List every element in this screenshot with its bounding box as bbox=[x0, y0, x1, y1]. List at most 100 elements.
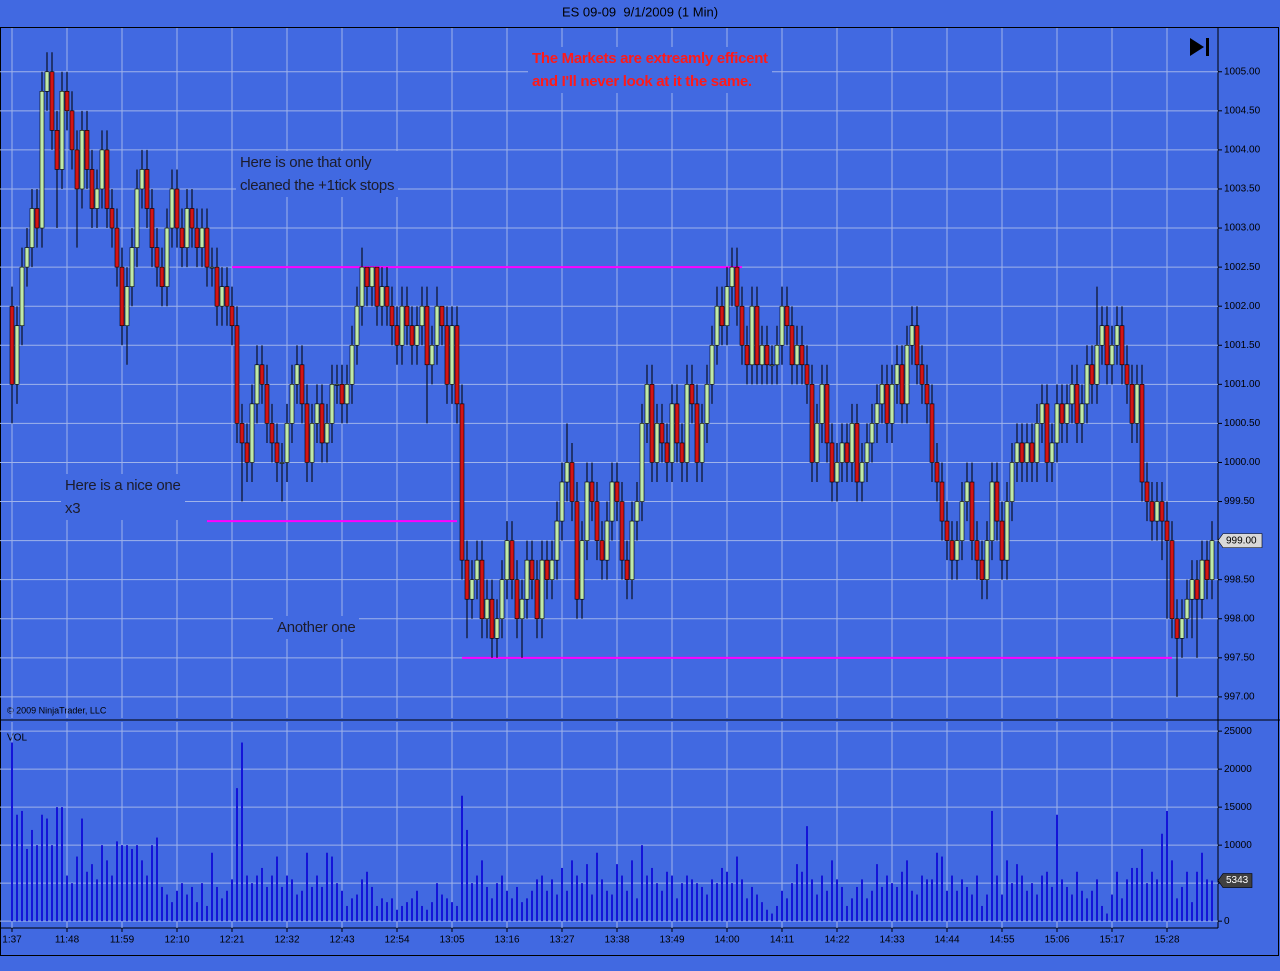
end-icon[interactable] bbox=[1206, 38, 1209, 56]
candle-body bbox=[119, 266, 125, 327]
candle-body bbox=[594, 501, 600, 541]
x-tick-label: 14:22 bbox=[824, 935, 849, 946]
volume-bar bbox=[586, 864, 588, 922]
volume-bar bbox=[201, 883, 203, 922]
candle-body bbox=[624, 559, 630, 580]
volume-bar bbox=[1101, 905, 1103, 922]
volume-bar bbox=[56, 807, 58, 922]
candle-body bbox=[1134, 384, 1140, 424]
candle-body bbox=[419, 305, 425, 327]
volume-bar bbox=[1206, 879, 1208, 922]
go-to-end-button[interactable] bbox=[1190, 38, 1209, 56]
volume-bar bbox=[471, 883, 473, 922]
volume-bar bbox=[456, 905, 458, 922]
volume-bar bbox=[491, 898, 493, 922]
candle-body bbox=[159, 266, 165, 287]
volume-bar bbox=[1211, 880, 1213, 922]
volume-bar bbox=[331, 856, 333, 922]
volume-bar bbox=[1156, 879, 1158, 922]
volume-bar bbox=[476, 875, 478, 922]
volume-bar bbox=[861, 879, 863, 922]
y-tick-label: 25000 bbox=[1224, 726, 1252, 737]
candle-body bbox=[1184, 598, 1190, 620]
candle-body bbox=[94, 188, 100, 209]
volume-bar bbox=[661, 890, 663, 922]
volume-bar bbox=[906, 860, 908, 922]
volume-bar bbox=[226, 890, 228, 922]
volume-bar bbox=[61, 807, 63, 922]
candle-body bbox=[1129, 384, 1135, 424]
volume-bar bbox=[151, 845, 153, 922]
volume-bar bbox=[211, 852, 213, 922]
candle-body bbox=[1179, 618, 1185, 639]
candle-body bbox=[924, 384, 930, 405]
volume-bar bbox=[251, 883, 253, 922]
volume-bar bbox=[631, 860, 633, 922]
volume-bar bbox=[131, 848, 133, 922]
candle-body bbox=[189, 208, 195, 229]
volume-bar bbox=[616, 864, 618, 922]
x-tick-label: 15:17 bbox=[1099, 935, 1124, 946]
candle-body bbox=[549, 559, 555, 580]
candle-body bbox=[44, 71, 50, 92]
candle-body bbox=[1154, 501, 1160, 522]
y-tick-label: 1001.00 bbox=[1224, 379, 1261, 390]
volume-bar bbox=[81, 818, 83, 922]
candle-body bbox=[54, 130, 60, 170]
candle-body bbox=[699, 423, 705, 463]
volume-bar bbox=[376, 905, 378, 922]
candle-body bbox=[24, 247, 30, 268]
candle-body bbox=[769, 364, 775, 367]
volume-bar bbox=[416, 890, 418, 922]
volume-bar bbox=[1056, 814, 1058, 922]
annotation-line: The Markets are extreamly efficent bbox=[532, 50, 768, 67]
volume-bar bbox=[681, 883, 683, 922]
x-tick-label: 15:06 bbox=[1044, 935, 1069, 946]
candle-body bbox=[824, 384, 830, 444]
volume-bar bbox=[486, 886, 488, 922]
candle-body bbox=[109, 208, 115, 229]
volume-bar bbox=[831, 860, 833, 922]
volume-bar bbox=[406, 902, 408, 922]
volume-bar bbox=[396, 909, 398, 922]
candle-body bbox=[539, 559, 545, 620]
candle-body bbox=[884, 384, 890, 424]
volume-bar bbox=[1041, 875, 1043, 922]
volume-bar bbox=[141, 860, 143, 922]
candle-body bbox=[674, 403, 680, 444]
volume-bar bbox=[481, 860, 483, 922]
volume-bar bbox=[1066, 886, 1068, 922]
x-tick-label: 13:38 bbox=[604, 935, 629, 946]
volume-bar bbox=[1201, 852, 1203, 922]
volume-bar bbox=[1181, 886, 1183, 922]
candle-body bbox=[49, 71, 55, 131]
volume-bar bbox=[16, 814, 18, 922]
volume-bar bbox=[726, 871, 728, 922]
candle-body bbox=[574, 501, 580, 600]
volume-bar bbox=[806, 826, 808, 922]
volume-bar bbox=[451, 902, 453, 922]
candle-body bbox=[1014, 442, 1020, 463]
volume-bar bbox=[301, 890, 303, 922]
volume-bar bbox=[1021, 875, 1023, 922]
candle-body bbox=[339, 384, 345, 405]
candle-body bbox=[394, 325, 400, 346]
volume-bar bbox=[176, 890, 178, 922]
volume-bar bbox=[161, 886, 163, 922]
candle-body bbox=[984, 540, 990, 580]
y-tick-label: 1000.50 bbox=[1224, 418, 1261, 429]
volume-bar bbox=[691, 879, 693, 922]
volume-bar bbox=[921, 875, 923, 922]
volume-bar bbox=[956, 890, 958, 922]
y-tick-label: 1001.50 bbox=[1224, 340, 1261, 351]
y-tick-label: 15000 bbox=[1224, 802, 1252, 813]
volume-bar bbox=[466, 829, 468, 922]
candle-body bbox=[689, 384, 695, 405]
play-icon[interactable] bbox=[1190, 38, 1204, 56]
candle-body bbox=[519, 598, 525, 620]
volume-bar bbox=[976, 875, 978, 922]
candle-body bbox=[854, 423, 860, 483]
candle-body bbox=[274, 442, 280, 463]
volume-bar bbox=[711, 879, 713, 922]
